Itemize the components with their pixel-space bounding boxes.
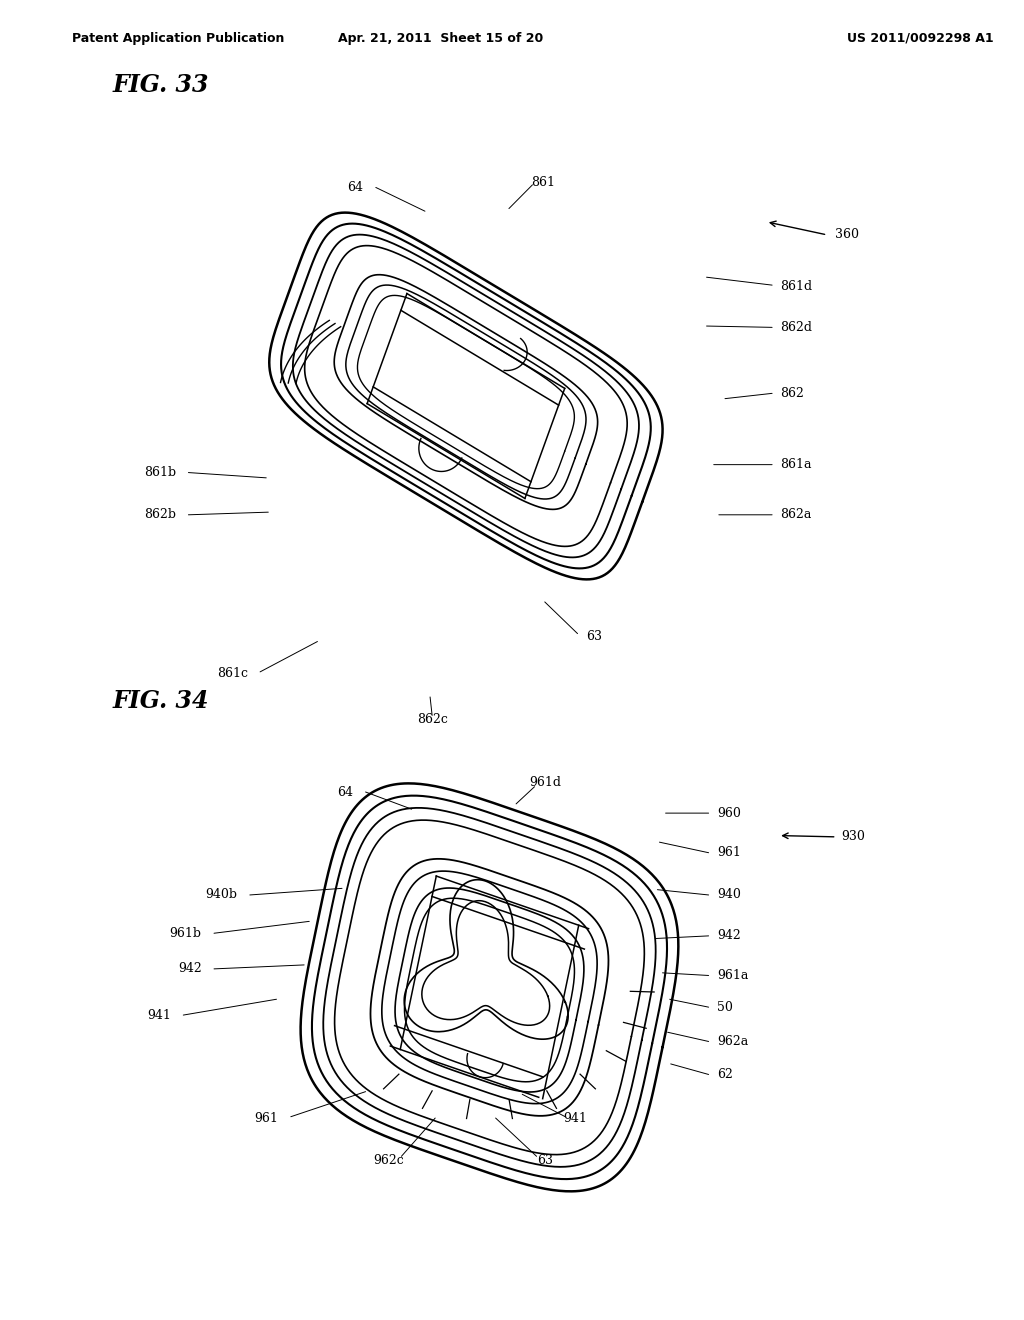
Text: 961b: 961b — [170, 927, 202, 940]
Text: 942: 942 — [178, 962, 202, 975]
Text: FIG. 34: FIG. 34 — [113, 689, 209, 713]
Text: 941: 941 — [563, 1111, 588, 1125]
Text: 64: 64 — [347, 181, 364, 194]
Text: 862b: 862b — [144, 508, 176, 521]
Text: 940b: 940b — [206, 888, 238, 902]
Text: 861b: 861b — [144, 466, 176, 479]
Text: US 2011/0092298 A1: US 2011/0092298 A1 — [847, 32, 993, 45]
Text: 62: 62 — [717, 1068, 733, 1081]
Text: 961d: 961d — [528, 776, 561, 789]
Text: 941: 941 — [147, 1008, 171, 1022]
Text: 64: 64 — [337, 785, 353, 799]
Text: 63: 63 — [586, 630, 602, 643]
Text: 942: 942 — [717, 929, 740, 942]
Text: 862: 862 — [780, 387, 804, 400]
Text: 960: 960 — [717, 807, 740, 820]
Text: 930: 930 — [842, 830, 865, 843]
Text: 861c: 861c — [217, 667, 248, 680]
Text: 861d: 861d — [780, 280, 812, 293]
Text: 862a: 862a — [780, 508, 812, 521]
Text: 961a: 961a — [717, 969, 749, 982]
Text: 862c: 862c — [417, 713, 447, 726]
Text: 940: 940 — [717, 888, 740, 902]
Text: Patent Application Publication: Patent Application Publication — [72, 32, 284, 45]
Text: 862d: 862d — [780, 321, 812, 334]
Text: 962c: 962c — [374, 1154, 404, 1167]
Text: Apr. 21, 2011  Sheet 15 of 20: Apr. 21, 2011 Sheet 15 of 20 — [338, 32, 543, 45]
Text: 63: 63 — [537, 1154, 553, 1167]
Text: 961: 961 — [255, 1111, 279, 1125]
Text: 861: 861 — [530, 176, 555, 189]
Text: 962a: 962a — [717, 1035, 749, 1048]
Text: 360: 360 — [835, 228, 858, 242]
Text: 50: 50 — [717, 1001, 733, 1014]
Text: 961: 961 — [717, 846, 740, 859]
Text: 861a: 861a — [780, 458, 812, 471]
Text: FIG. 33: FIG. 33 — [113, 73, 209, 96]
